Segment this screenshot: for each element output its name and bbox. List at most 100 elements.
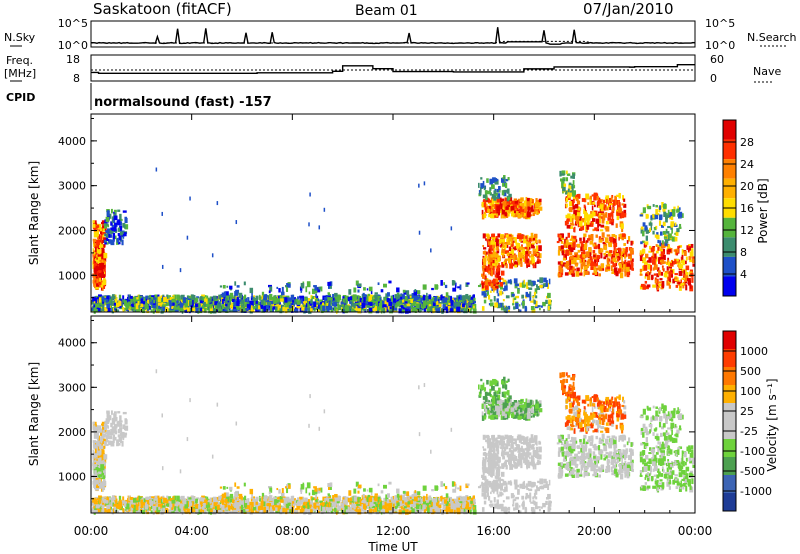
echo-cell bbox=[448, 305, 453, 311]
echo-cell bbox=[526, 201, 531, 207]
echo-cell bbox=[497, 262, 500, 268]
echo-cell bbox=[104, 420, 108, 427]
echo-cell bbox=[493, 213, 497, 217]
echo-cell bbox=[674, 236, 678, 242]
echo-cell bbox=[561, 173, 565, 176]
echo-cell bbox=[495, 198, 498, 204]
echo-cell bbox=[680, 260, 683, 264]
echo-cell bbox=[510, 205, 514, 209]
echo-cell bbox=[623, 209, 627, 216]
echo-cell bbox=[495, 286, 499, 289]
echo-cell bbox=[324, 296, 326, 302]
echo-cell bbox=[93, 441, 97, 447]
echo-cell bbox=[677, 261, 680, 264]
echo-cell bbox=[102, 225, 106, 232]
echo-cell bbox=[450, 296, 452, 302]
echo-cell bbox=[512, 215, 516, 218]
echo-cell bbox=[520, 255, 525, 258]
echo-cell bbox=[655, 244, 658, 247]
echo-cell bbox=[301, 305, 305, 311]
echo-cell bbox=[490, 268, 494, 272]
echo-cell bbox=[681, 254, 684, 261]
echo-cell bbox=[122, 295, 125, 300]
echo-cell bbox=[113, 213, 117, 218]
echo-cell bbox=[117, 219, 121, 226]
echo-cell bbox=[504, 241, 506, 245]
echo-cell bbox=[292, 302, 295, 305]
echo-cell bbox=[423, 307, 426, 313]
echo-cell bbox=[191, 305, 196, 310]
echo-cell bbox=[275, 298, 279, 303]
echo-cell bbox=[403, 309, 406, 313]
echo-cell bbox=[671, 269, 675, 274]
echo-cell bbox=[485, 203, 488, 206]
echo-cell bbox=[665, 231, 670, 234]
echo-cell bbox=[315, 306, 320, 310]
echo-cell bbox=[535, 209, 540, 212]
echo-cell bbox=[334, 306, 337, 311]
echo-cell bbox=[411, 297, 414, 300]
echo-cell bbox=[225, 303, 228, 307]
echo-cell bbox=[606, 198, 608, 205]
echo-cell bbox=[521, 203, 525, 208]
echo-cell bbox=[611, 206, 614, 212]
echo-cell bbox=[248, 300, 253, 305]
echo-cell bbox=[180, 495, 185, 502]
echo-cell bbox=[402, 289, 406, 293]
echo-cell bbox=[548, 299, 552, 305]
echo-cell bbox=[519, 309, 522, 312]
echo-cell bbox=[607, 251, 612, 257]
echo-cell bbox=[96, 441, 100, 447]
echo-cell bbox=[113, 211, 115, 214]
echo-cell bbox=[367, 293, 370, 297]
echo-cell bbox=[597, 198, 601, 203]
echo-cell bbox=[526, 236, 529, 241]
echo-cell bbox=[487, 294, 491, 300]
echo-cell bbox=[657, 244, 662, 250]
echo-cell bbox=[500, 286, 503, 290]
echo-cell bbox=[274, 298, 276, 304]
echo-cell bbox=[502, 206, 506, 212]
echo-cell bbox=[410, 305, 413, 308]
echo-cell bbox=[92, 220, 95, 224]
nsky-tick-top: 10^5 bbox=[58, 17, 88, 30]
echo-cell bbox=[593, 192, 598, 199]
echo-cell bbox=[160, 496, 164, 500]
echo-cell bbox=[100, 483, 104, 489]
echo-cell bbox=[100, 486, 104, 492]
echo-cell bbox=[114, 306, 117, 311]
echo-cell bbox=[575, 239, 578, 243]
echo-cell bbox=[591, 237, 594, 242]
echo-cell bbox=[565, 261, 570, 267]
echo-cell bbox=[111, 307, 114, 314]
echo-cell bbox=[650, 264, 653, 271]
echo-cell bbox=[498, 238, 502, 244]
echo-cell bbox=[608, 258, 611, 262]
echo-cell bbox=[683, 270, 686, 275]
echo-cell bbox=[519, 204, 522, 208]
echo-cell bbox=[490, 271, 493, 277]
echo-cell bbox=[490, 290, 492, 294]
echo-cell bbox=[115, 302, 120, 308]
echo-cell bbox=[488, 213, 492, 218]
echo-cell bbox=[463, 300, 467, 305]
echo-cell bbox=[491, 233, 496, 238]
echo-cell bbox=[211, 253, 214, 258]
echo-cell bbox=[97, 256, 100, 261]
echo-cell bbox=[400, 305, 403, 309]
echo-cell bbox=[112, 217, 116, 223]
echo-cell bbox=[107, 210, 110, 214]
echo-cell bbox=[155, 167, 158, 172]
echo-cell bbox=[580, 225, 585, 231]
echo-cell bbox=[514, 200, 518, 206]
echo-cell bbox=[133, 303, 136, 310]
echo-cell bbox=[401, 309, 406, 313]
echo-cell bbox=[577, 249, 581, 253]
echo-cell bbox=[480, 183, 485, 188]
echo-cell bbox=[365, 300, 369, 305]
echo-cell bbox=[136, 297, 140, 300]
echo-cell bbox=[545, 299, 548, 305]
echo-cell bbox=[589, 240, 594, 245]
echo-cell bbox=[472, 495, 475, 501]
echo-cell bbox=[180, 294, 185, 301]
